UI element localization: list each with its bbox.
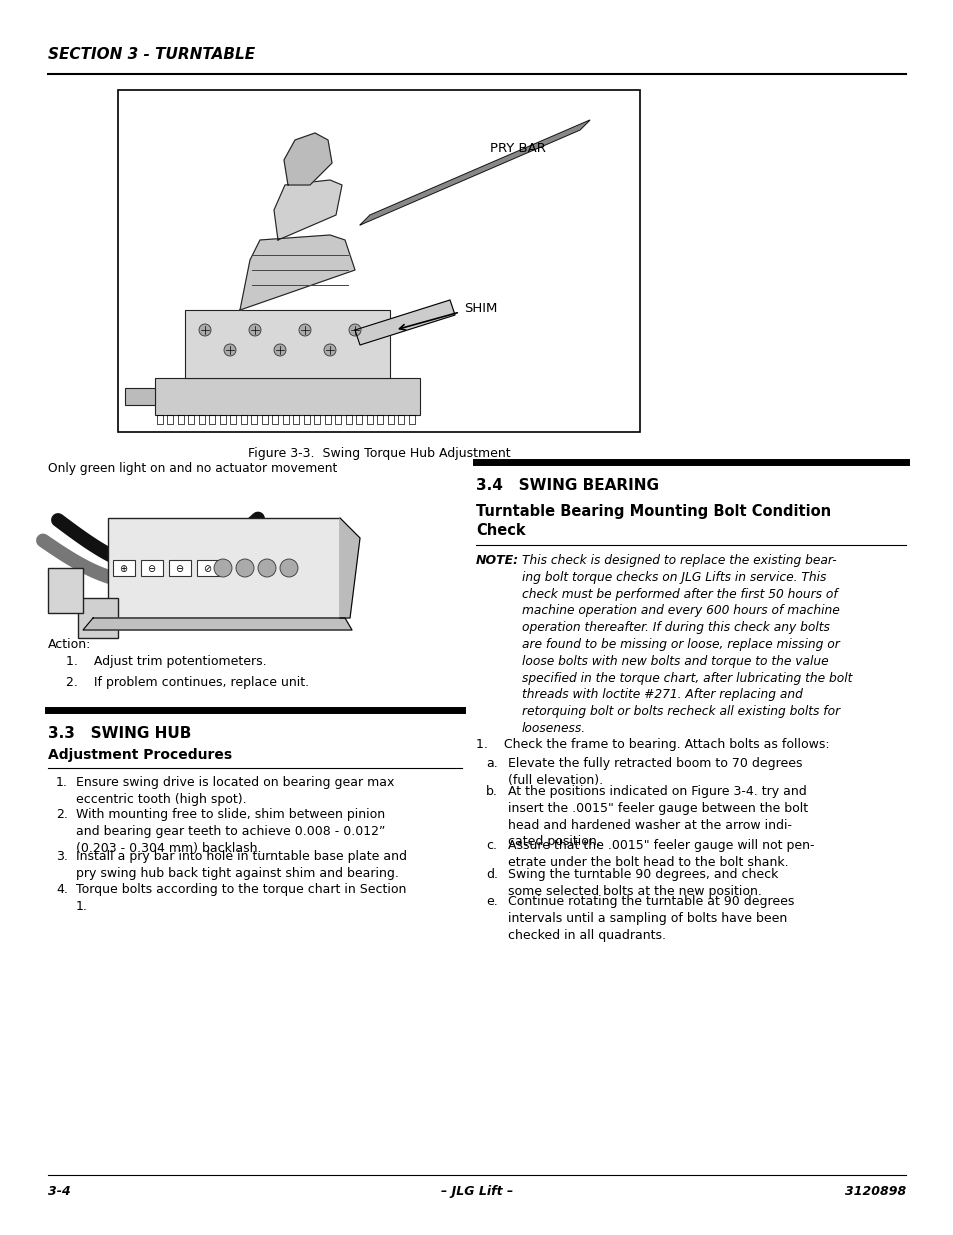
- Text: $\ominus$: $\ominus$: [175, 562, 185, 573]
- Text: 3120898: 3120898: [843, 1186, 905, 1198]
- Text: $\ominus$: $\ominus$: [147, 562, 156, 573]
- Bar: [112, 559, 135, 576]
- Text: 2.: 2.: [56, 808, 68, 821]
- Text: a.: a.: [485, 757, 497, 769]
- Text: 1.: 1.: [56, 776, 68, 789]
- Text: 3.4   SWING BEARING: 3.4 SWING BEARING: [476, 478, 659, 493]
- Text: Install a pry bar into hole in turntable base plate and
pry swing hub back tight: Install a pry bar into hole in turntable…: [76, 850, 407, 881]
- Text: Assure that the .0015" feeler gauge will not pen-
etrate under the bolt head to : Assure that the .0015" feeler gauge will…: [507, 839, 814, 868]
- Circle shape: [235, 559, 253, 577]
- Text: This check is designed to replace the existing bear-
ing bolt torque checks on J: This check is designed to replace the ex…: [521, 555, 851, 735]
- Text: Elevate the fully retracted boom to 70 degrees
(full elevation).: Elevate the fully retracted boom to 70 d…: [507, 757, 801, 787]
- Text: 1.    Check the frame to bearing. Attach bolts as follows:: 1. Check the frame to bearing. Attach bo…: [476, 739, 829, 751]
- Text: With mounting free to slide, shim between pinion
and bearing gear teeth to achie: With mounting free to slide, shim betwee…: [76, 808, 385, 855]
- Text: $\oslash$: $\oslash$: [203, 562, 213, 573]
- Text: 4.: 4.: [56, 883, 68, 897]
- Circle shape: [280, 559, 297, 577]
- Text: Only green light on and no actuator movement: Only green light on and no actuator move…: [48, 462, 337, 475]
- Text: Figure 3-3.  Swing Torque Hub Adjustment: Figure 3-3. Swing Torque Hub Adjustment: [248, 447, 510, 459]
- Text: 2.    If problem continues, replace unit.: 2. If problem continues, replace unit.: [66, 676, 309, 689]
- Text: NOTE:: NOTE:: [476, 555, 518, 567]
- Polygon shape: [359, 120, 589, 225]
- Circle shape: [298, 324, 311, 336]
- Text: Adjustment Procedures: Adjustment Procedures: [48, 748, 232, 762]
- Bar: [125, 388, 154, 405]
- Circle shape: [349, 324, 360, 336]
- Bar: [196, 559, 219, 576]
- Polygon shape: [83, 618, 352, 630]
- Polygon shape: [355, 300, 455, 345]
- Text: Continue rotating the turntable at 90 degrees
intervals until a sampling of bolt: Continue rotating the turntable at 90 de…: [507, 895, 794, 941]
- Bar: [154, 378, 419, 415]
- Text: – JLG Lift –: – JLG Lift –: [440, 1186, 513, 1198]
- Circle shape: [274, 345, 286, 356]
- Text: $\oplus$: $\oplus$: [119, 562, 129, 573]
- Text: Torque bolts according to the torque chart in Section
1.: Torque bolts according to the torque cha…: [76, 883, 406, 913]
- Text: e.: e.: [485, 895, 497, 908]
- Text: c.: c.: [485, 839, 497, 852]
- Circle shape: [199, 324, 211, 336]
- Bar: [141, 559, 163, 576]
- Text: PRY BAR: PRY BAR: [490, 142, 545, 154]
- Text: Action:: Action:: [48, 638, 91, 651]
- Bar: [118, 90, 639, 432]
- Text: Swing the turntable 90 degrees, and check
some selected bolts at the new positio: Swing the turntable 90 degrees, and chec…: [507, 868, 778, 898]
- Text: 3.3   SWING HUB: 3.3 SWING HUB: [48, 726, 192, 741]
- Text: 3-4: 3-4: [48, 1186, 71, 1198]
- Circle shape: [257, 559, 275, 577]
- Text: b.: b.: [485, 785, 497, 798]
- Polygon shape: [284, 133, 332, 185]
- Text: SECTION 3 - TURNTABLE: SECTION 3 - TURNTABLE: [48, 47, 254, 62]
- Bar: [185, 310, 390, 378]
- Text: At the positions indicated on Figure 3-4. try and
insert the .0015" feeler gauge: At the positions indicated on Figure 3-4…: [507, 785, 807, 848]
- Bar: [48, 568, 83, 613]
- Polygon shape: [240, 235, 355, 310]
- Bar: [108, 517, 339, 618]
- Circle shape: [249, 324, 261, 336]
- Bar: [169, 559, 191, 576]
- Text: Turntable Bearing Mounting Bolt Condition
Check: Turntable Bearing Mounting Bolt Conditio…: [476, 504, 830, 537]
- Text: SHIM: SHIM: [463, 301, 497, 315]
- Text: 3.: 3.: [56, 850, 68, 863]
- Polygon shape: [274, 180, 341, 240]
- Text: 1.    Adjust trim potentiometers.: 1. Adjust trim potentiometers.: [66, 655, 266, 668]
- Bar: [78, 598, 118, 638]
- Text: Ensure swing drive is located on bearing gear max
eccentric tooth (high spot).: Ensure swing drive is located on bearing…: [76, 776, 394, 806]
- Text: d.: d.: [485, 868, 497, 881]
- Circle shape: [224, 345, 235, 356]
- Polygon shape: [339, 517, 359, 618]
- Circle shape: [324, 345, 335, 356]
- Circle shape: [213, 559, 232, 577]
